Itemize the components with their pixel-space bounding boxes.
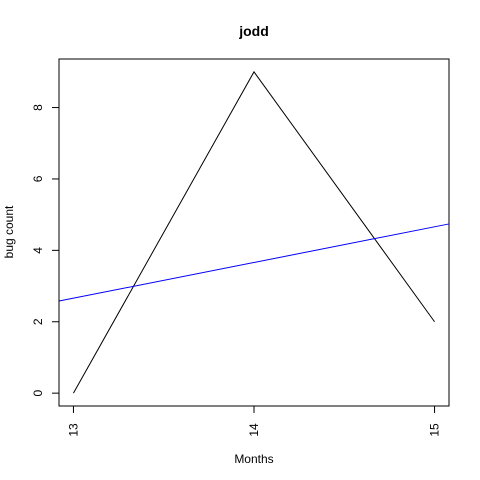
x-tick-label: 13 bbox=[66, 423, 80, 437]
plot-series-group bbox=[59, 72, 449, 393]
plot-area-box bbox=[59, 59, 449, 406]
x-axis-label: Months bbox=[234, 452, 273, 466]
y-tick-label: 6 bbox=[31, 175, 45, 182]
series-1-line bbox=[59, 224, 449, 301]
x-tick-label: 15 bbox=[428, 423, 442, 437]
y-tick-label: 2 bbox=[31, 318, 45, 325]
y-tick-label: 8 bbox=[31, 104, 45, 111]
y-axis-label: bug count bbox=[2, 205, 16, 258]
y-tick-label: 4 bbox=[31, 247, 45, 254]
y-tick-label: 0 bbox=[31, 389, 45, 396]
y-axis: 0 2 4 6 8 bbox=[31, 104, 59, 397]
chart-title: jodd bbox=[238, 23, 269, 39]
x-tick-label: 14 bbox=[247, 423, 261, 437]
x-axis: 13 14 15 bbox=[66, 406, 441, 437]
series-0-line bbox=[73, 72, 434, 393]
